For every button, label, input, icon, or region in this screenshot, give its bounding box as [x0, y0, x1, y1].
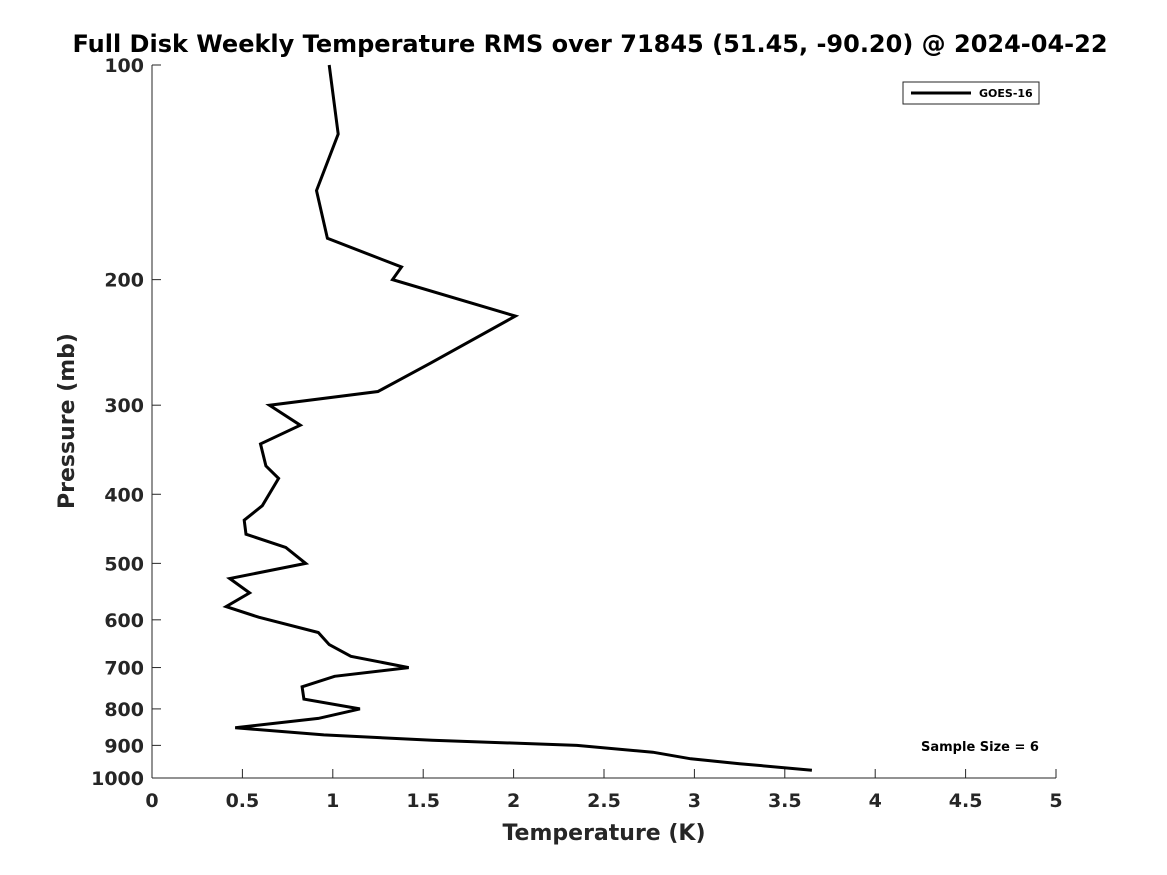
series-layer — [222, 64, 813, 772]
x-tick-label: 4 — [869, 790, 882, 812]
x-tick-label: 0 — [145, 790, 158, 812]
legend: GOES-16 — [902, 81, 1040, 105]
y-tick-label: 1000 — [91, 768, 144, 790]
x-tick-label: 3.5 — [768, 790, 802, 812]
x-tick-label: 2 — [507, 790, 520, 812]
x-tick-label: 1 — [326, 790, 339, 812]
x-tick-label: 2.5 — [587, 790, 621, 812]
y-axis-label: Pressure (mb) — [55, 333, 80, 509]
y-tick-label: 100 — [104, 55, 144, 77]
y-tick-label: 600 — [104, 610, 144, 632]
legend-label: GOES-16 — [979, 87, 1033, 100]
x-tick-label: 4.5 — [949, 790, 983, 812]
y-tick-label: 500 — [104, 553, 144, 575]
y-tick-label: 300 — [104, 395, 144, 417]
x-tick-label: 5 — [1049, 790, 1062, 812]
x-tick-label: 3 — [688, 790, 701, 812]
x-axis-label: Temperature (K) — [502, 821, 705, 846]
x-tick-label: 1.5 — [406, 790, 440, 812]
sample-size-annotation: Sample Size = 6 — [921, 740, 1039, 755]
y-ticks: 100 200 300 400 500 600 700 800 900 1000 — [91, 55, 161, 790]
y-tick-label: 800 — [104, 699, 144, 721]
axes — [151, 65, 1056, 779]
chart-title: Full Disk Weekly Temperature RMS over 71… — [72, 30, 1107, 58]
y-tick-label: 700 — [104, 658, 144, 680]
y-tick-label: 900 — [104, 735, 144, 757]
x-tick-label: 0.5 — [226, 790, 260, 812]
y-tick-label: 200 — [104, 270, 144, 292]
x-ticks: 0 0.5 1 1.5 2 2.5 3 3.5 4 4.5 5 — [145, 769, 1063, 812]
y-tick-label: 400 — [104, 484, 144, 506]
series-line-goes-16 — [222, 64, 813, 772]
